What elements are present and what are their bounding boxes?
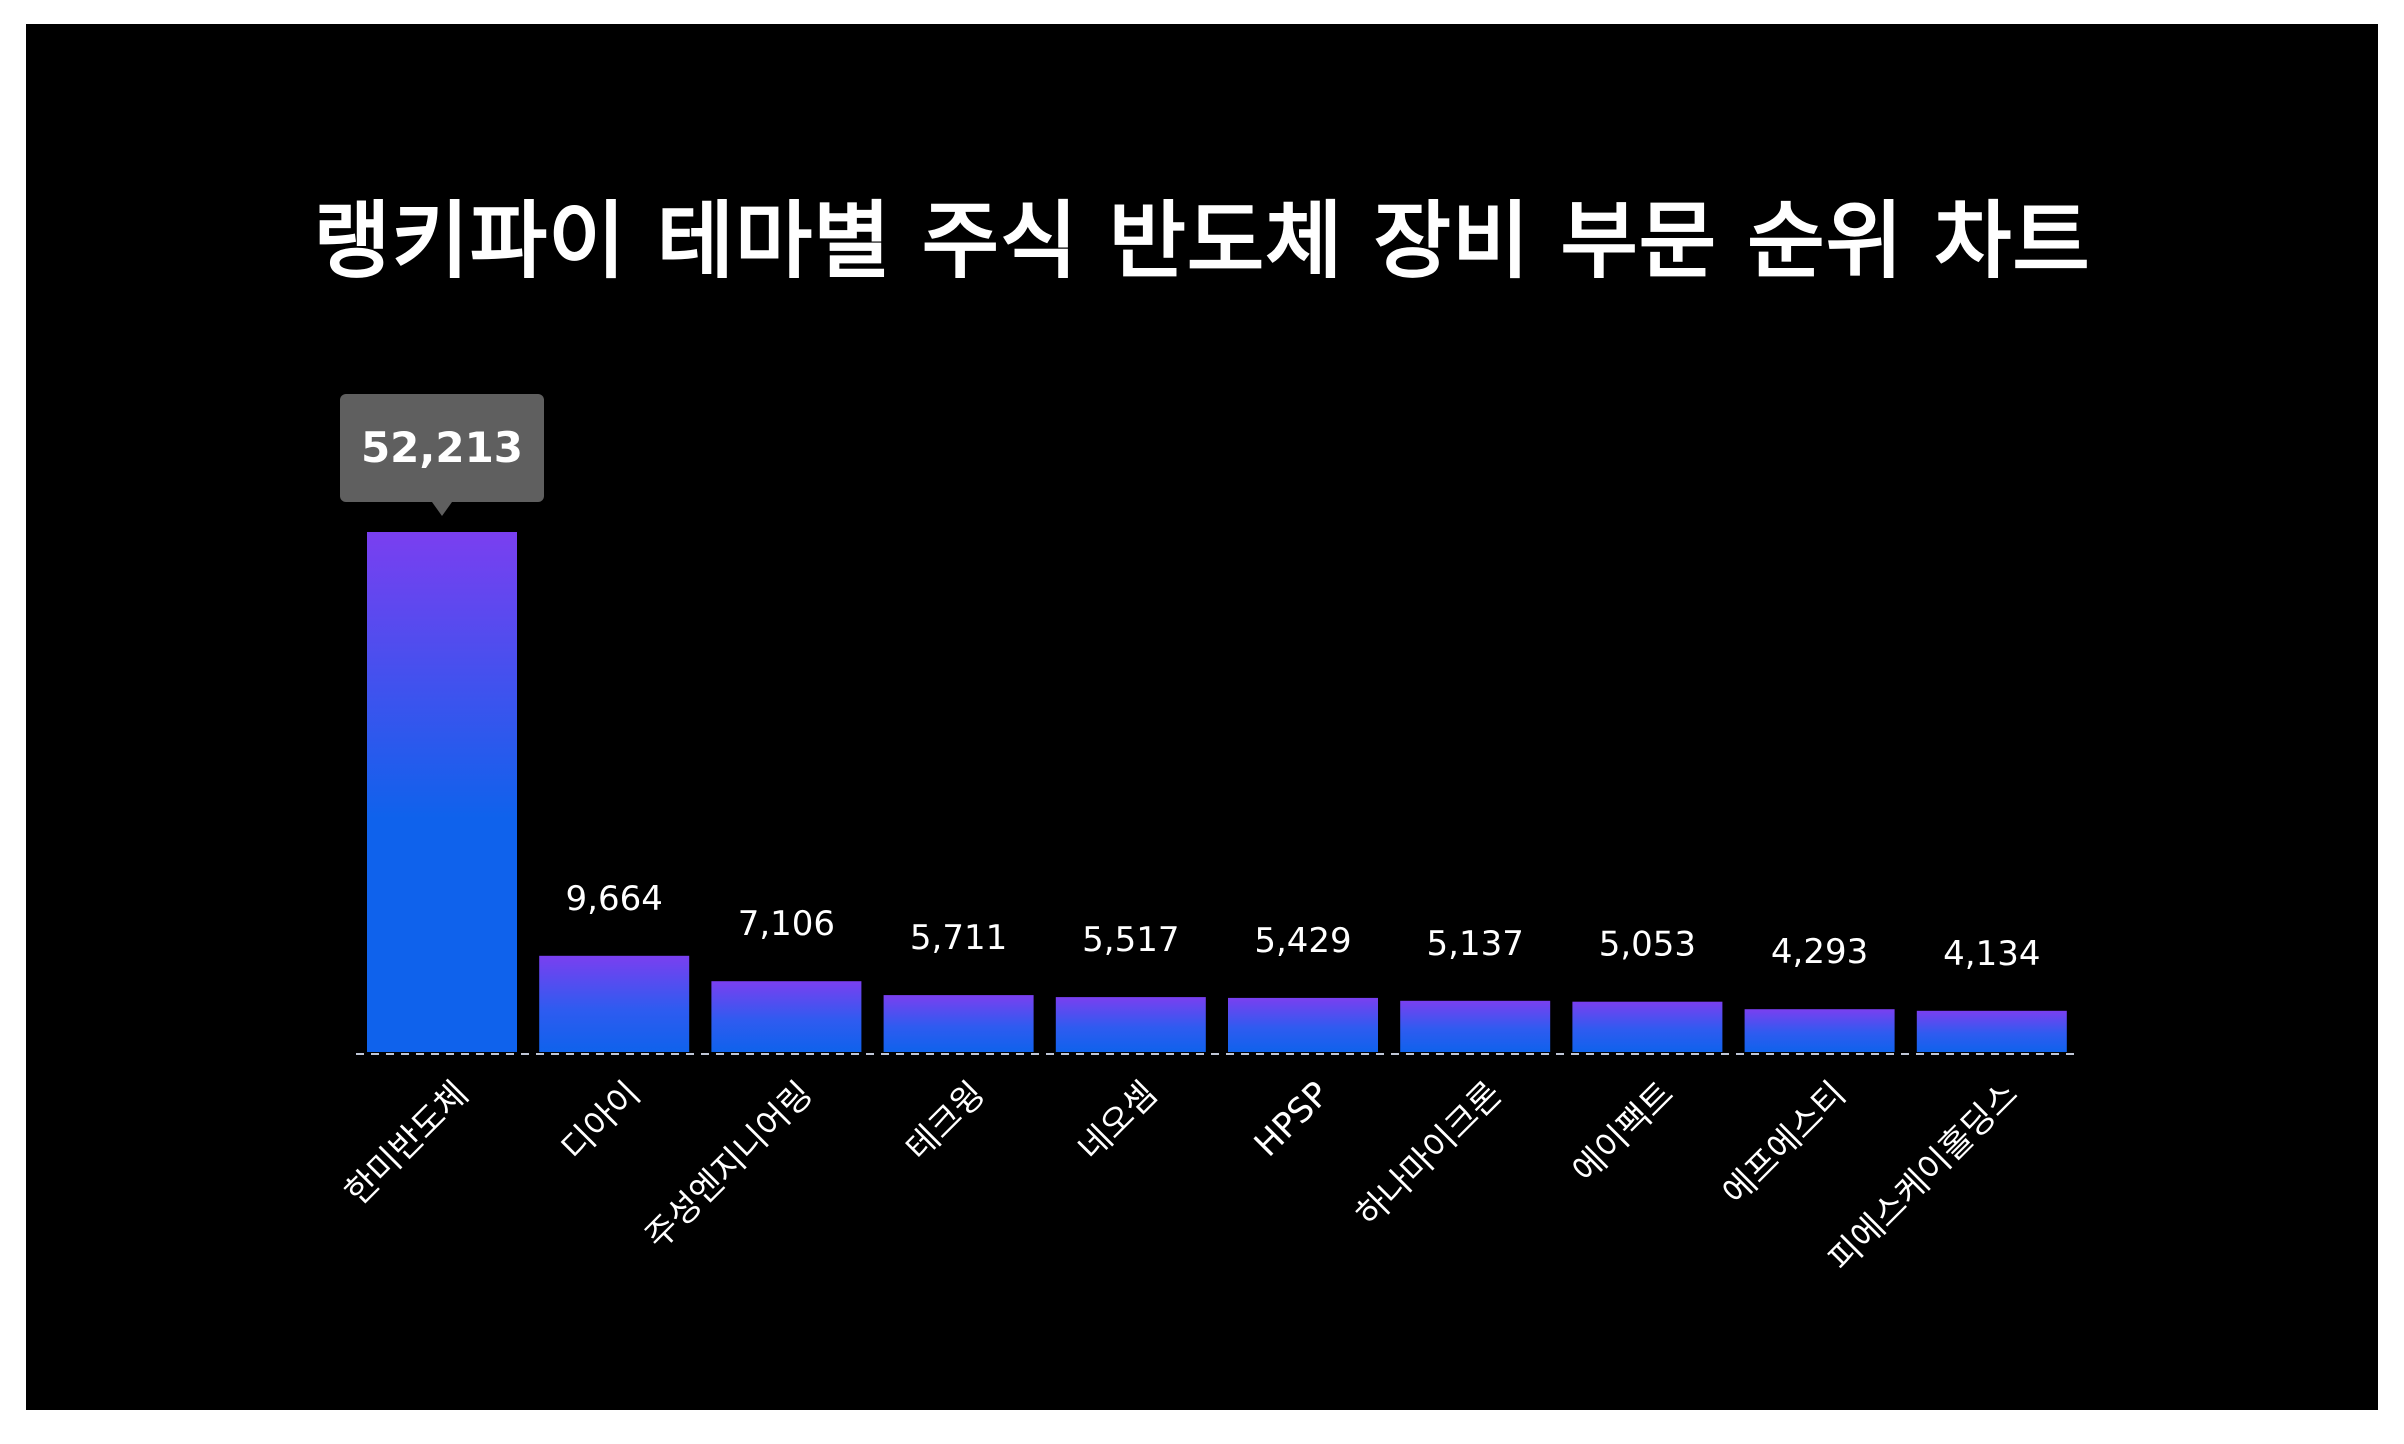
bar-3[interactable]	[883, 995, 1034, 1052]
bar-7[interactable]	[1572, 1001, 1723, 1052]
tooltip-arrow	[432, 502, 452, 516]
bar-9[interactable]	[1916, 1010, 2067, 1052]
bar-8[interactable]	[1744, 1009, 1895, 1052]
value-label-4: 5,517	[1082, 920, 1179, 960]
value-label-0: 52,213	[361, 423, 523, 472]
tooltip-box	[340, 394, 544, 502]
bar-0[interactable]	[367, 532, 517, 1052]
value-label-5: 5,429	[1254, 921, 1351, 961]
value-tooltip: 52,213	[340, 394, 544, 516]
value-label-6: 5,137	[1427, 924, 1524, 964]
value-label-8: 4,293	[1771, 932, 1868, 972]
category-label-4: 네오셈	[1071, 1074, 1166, 1169]
category-label-6: 하나마이크론	[1349, 1074, 1510, 1235]
value-label-2: 7,106	[738, 904, 835, 944]
category-label-9: 피에스케이홀딩스	[1821, 1074, 2026, 1279]
chart-card: 랭키파이 테마별 주식 반도체 장비 부문 순위 차트 9,664 7,106 5,…	[26, 24, 2378, 1410]
value-label-3: 5,711	[910, 918, 1007, 958]
category-label-7: 에이팩트	[1565, 1074, 1682, 1191]
tooltip-layer: 52,213	[340, 394, 544, 516]
value-label-1: 9,664	[566, 879, 663, 919]
value-label-9: 4,134	[1943, 934, 2040, 974]
bar-2[interactable]	[711, 981, 862, 1052]
category-label-5: HPSP	[1247, 1074, 1338, 1165]
chart-title: 랭키파이 테마별 주식 반도체 장비 부문 순위 차트	[313, 192, 2091, 290]
category-label-3: 테크윙	[898, 1074, 993, 1169]
category-label-1: 디아이	[554, 1074, 649, 1169]
bar-5[interactable]	[1228, 997, 1378, 1052]
value-labels-layer: 9,664 7,106 5,711 5,517 5,429 5,137 5,053 4,293…	[566, 879, 2041, 974]
bar-6[interactable]	[1400, 1000, 1551, 1052]
bars-layer	[367, 532, 2067, 1052]
category-label-2: 주성엔지니어링	[638, 1074, 821, 1257]
bar-chart: 9,664 7,106 5,711 5,517 5,429 5,137 5,053 4,293…	[337, 394, 2076, 1279]
category-label-8: 에프에스티	[1715, 1074, 1854, 1213]
bar-1[interactable]	[539, 955, 690, 1052]
bar-4[interactable]	[1055, 997, 1206, 1052]
category-label-0: 한미반도체	[337, 1074, 476, 1213]
value-label-7: 5,053	[1599, 925, 1696, 965]
